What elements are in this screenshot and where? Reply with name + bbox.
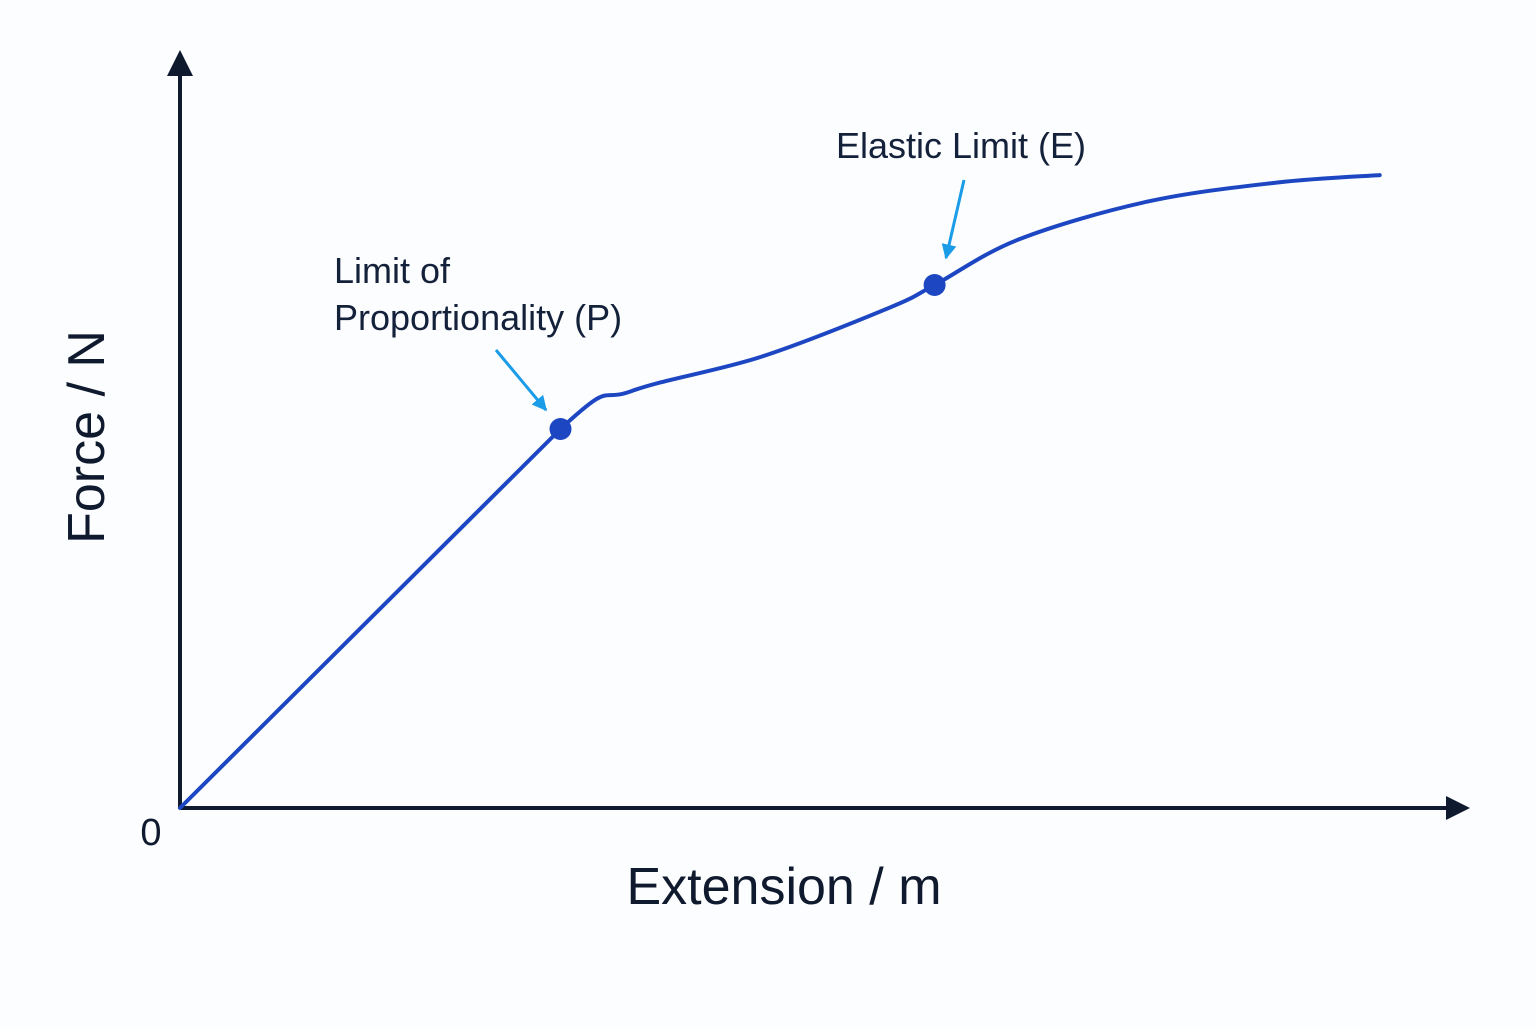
point-marker-p: [549, 418, 572, 440]
x-axis-title: Extension / m: [626, 858, 941, 916]
point-marker-e: [923, 274, 946, 296]
annotation-p-line-1: Limit of: [334, 250, 451, 291]
markers-layer: [549, 274, 946, 440]
annotation-e-arrow: [941, 179, 966, 260]
annotation-p-arrow: [494, 349, 548, 412]
y-axis-arrowhead: [167, 50, 193, 76]
annotation-e-line-1: Elastic Limit (E): [836, 125, 1086, 166]
x-axis-arrowhead: [1446, 796, 1470, 820]
y-axis-title: Force / N: [58, 330, 116, 544]
origin-label: 0: [140, 812, 161, 854]
annotation-p-line-2: Proportionality (P): [334, 297, 622, 338]
